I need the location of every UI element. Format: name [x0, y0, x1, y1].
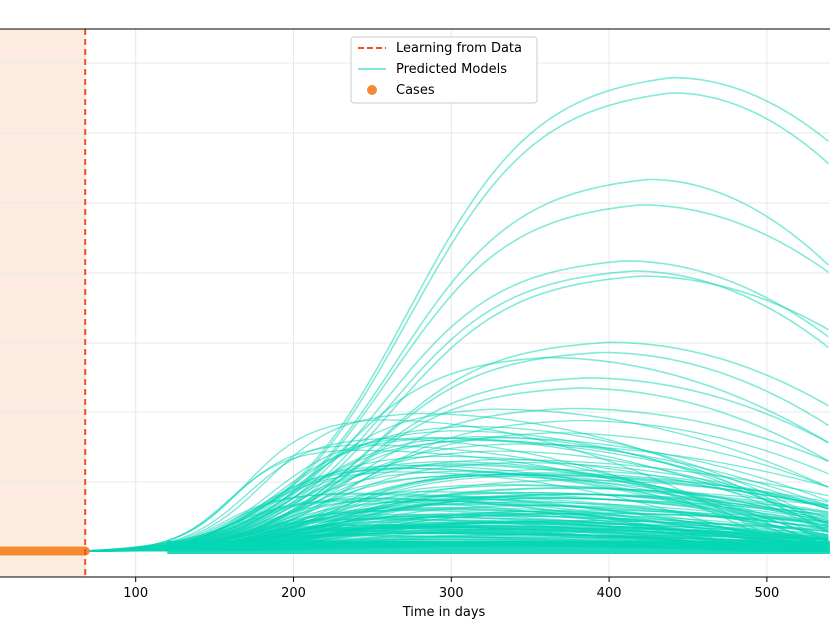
plot-area: 100 200 300 400 500: [0, 28, 830, 601]
model-curve: [85, 412, 829, 552]
model-curve: [85, 492, 829, 552]
legend-cases-swatch: [367, 85, 377, 95]
model-curve: [85, 275, 829, 552]
x-tick-label: 200: [281, 586, 306, 601]
legend-box: [350, 36, 538, 104]
model-curve: [85, 449, 829, 552]
x-tick-label: 400: [597, 586, 622, 601]
x-axis-label: Time in days: [402, 605, 486, 620]
legend: Learning from Data Predicted Models Case…: [350, 36, 538, 104]
legend-cases-label: Cases: [396, 83, 435, 98]
x-tick-label: 300: [439, 586, 464, 601]
model-curve: [85, 356, 829, 552]
model-curve: [85, 444, 829, 552]
legend-predicted-label: Predicted Models: [396, 62, 507, 77]
learning-region: [0, 29, 86, 577]
model-curve: [85, 92, 829, 552]
x-tick-label: 500: [754, 586, 779, 601]
legend-learning-label: Learning from Data: [396, 41, 522, 56]
model-base-band: [167, 540, 830, 554]
x-tick-label: 100: [123, 586, 148, 601]
model-curve: [85, 204, 829, 552]
